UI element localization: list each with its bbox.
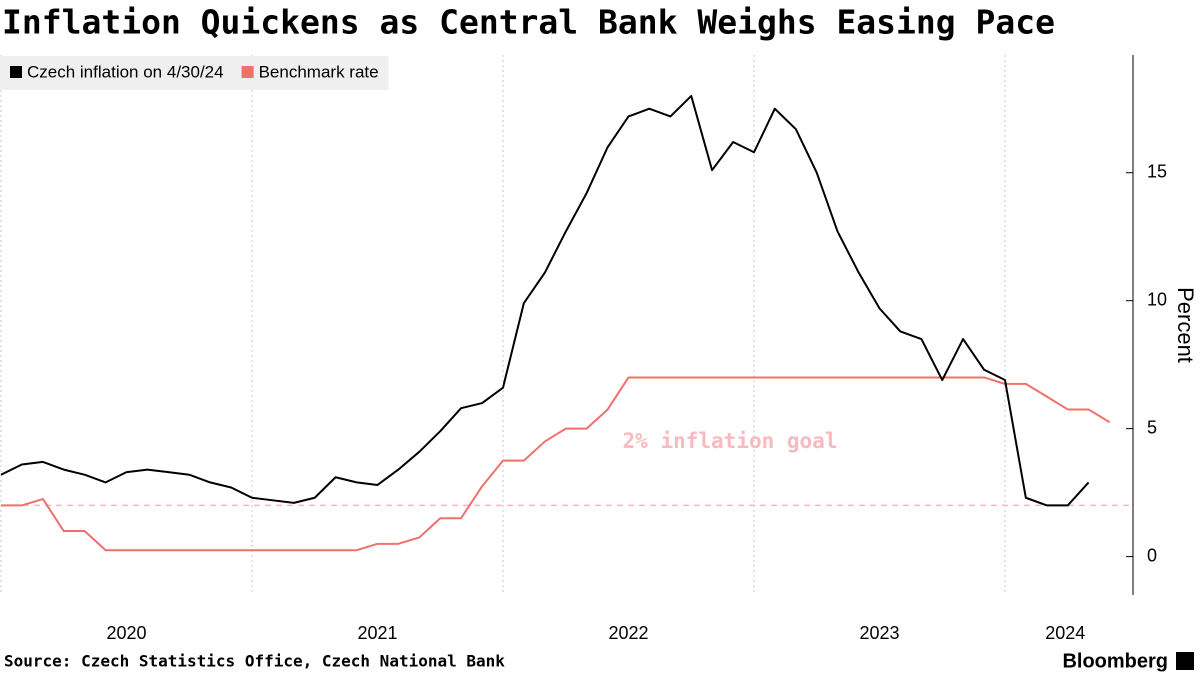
y-tick-label: 15	[1147, 161, 1167, 181]
x-tick-label: 2024	[1045, 623, 1085, 643]
legend-swatch	[10, 66, 22, 78]
legend-swatch	[241, 66, 254, 78]
series-line	[0, 94, 1090, 507]
source: Source: Czech Statistics Office, Czech N…	[4, 652, 505, 671]
brand-icon	[1176, 652, 1194, 670]
y-tick-label: 0	[1147, 545, 1157, 565]
series-line	[1, 376, 1111, 552]
brand: Bloomberg	[1062, 650, 1168, 672]
y-tick-label: 10	[1147, 289, 1167, 309]
legend-box	[0, 56, 389, 90]
y-tick-label: 5	[1147, 417, 1157, 437]
chart-title: Inflation Quickens as Central Bank Weigh…	[2, 3, 1055, 42]
legend-label: Benchmark rate	[259, 62, 379, 81]
x-tick-label: 2023	[859, 623, 899, 643]
legend-label: Czech inflation on 4/30/24	[27, 62, 224, 81]
y-axis-label: Percent	[1173, 287, 1198, 363]
x-tick-label: 2020	[106, 623, 146, 643]
x-tick-label: 2022	[608, 623, 648, 643]
x-tick-label: 2021	[357, 623, 397, 643]
goal-label: 2% inflation goal	[623, 429, 838, 453]
